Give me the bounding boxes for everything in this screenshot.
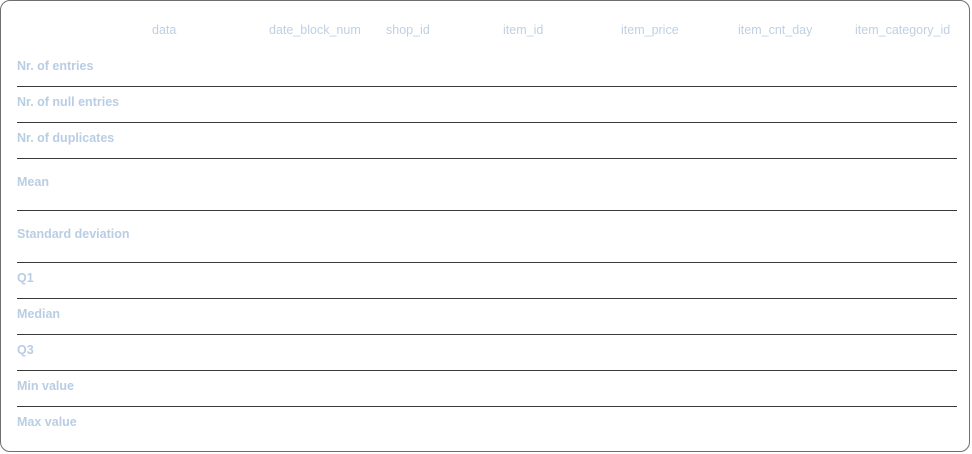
- row-label: Q1: [17, 271, 34, 285]
- column-header-item-price: item_price: [621, 23, 679, 37]
- table-row-mean: Mean: [17, 159, 957, 211]
- table-row-min-value: Min value: [17, 371, 957, 407]
- row-label: Standard deviation: [17, 227, 130, 241]
- row-label: Nr. of null entries: [17, 95, 120, 109]
- column-header-item-category-id: item_category_id: [855, 23, 951, 37]
- table-row-q1: Q1: [17, 263, 957, 299]
- table-row-q3: Q3: [17, 335, 957, 371]
- table-row-duplicates: Nr. of duplicates: [17, 123, 957, 159]
- row-label: Nr. of entries: [17, 59, 94, 73]
- table-row-entries: Nr. of entries: [17, 51, 957, 87]
- column-header-item-cnt-day: item_cnt_day: [738, 23, 813, 37]
- table-row-null-entries: Nr. of null entries: [17, 87, 957, 123]
- table-row-median: Median: [17, 299, 957, 335]
- table-header: data date_block_num shop_id item_id item…: [1, 23, 969, 43]
- column-header-item-id: item_id: [503, 23, 544, 37]
- table-row-max-value: Max value: [17, 407, 957, 443]
- row-label: Median: [17, 307, 61, 321]
- column-header-shop-id: shop_id: [386, 23, 430, 37]
- row-label: Nr. of duplicates: [17, 131, 115, 145]
- row-label: Min value: [17, 379, 74, 393]
- table-row-standard-deviation: Standard deviation: [17, 211, 957, 263]
- column-header-data: data: [152, 23, 177, 37]
- row-label: Max value: [17, 415, 77, 429]
- row-label: Mean: [17, 175, 49, 189]
- row-label: Q3: [17, 343, 34, 357]
- column-header-date-block-num: date_block_num: [269, 23, 361, 37]
